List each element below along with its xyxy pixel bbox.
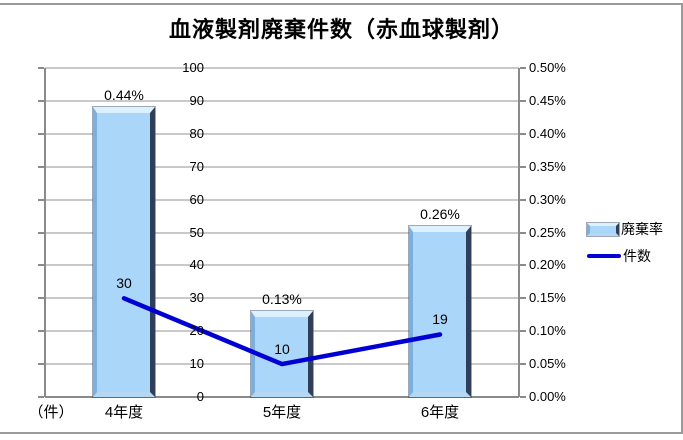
x-axis-label-6年度: 6年度 xyxy=(420,404,460,421)
left-axis-tick xyxy=(38,132,44,135)
left-axis-tick xyxy=(38,99,44,102)
count-point-label: 10 xyxy=(274,341,290,358)
right-axis-tick xyxy=(520,231,526,234)
count-point-label: 19 xyxy=(432,311,448,328)
x-axis-label-4年度: 4年度 xyxy=(104,404,144,421)
left-axis-line xyxy=(44,68,46,397)
legend-label: 廃棄率 xyxy=(621,221,663,237)
right-axis-tick-label: 0.40% xyxy=(529,125,566,141)
left-axis-tick-label: 10 xyxy=(189,356,204,372)
right-axis-tick xyxy=(520,297,526,300)
left-axis-tick xyxy=(38,165,44,168)
x-axis-line xyxy=(45,396,519,398)
plot-area: 0.44% 0.13% 0.26% 30 10 19 xyxy=(38,67,526,398)
right-axis-tick-label: 0.35% xyxy=(529,158,566,174)
left-axis-tick xyxy=(38,330,44,333)
right-axis-tick-label: 0.30% xyxy=(529,191,566,207)
left-axis-tick xyxy=(38,297,44,300)
left-axis-tick-label: 40 xyxy=(189,257,204,273)
left-axis-tick-label: 100 xyxy=(182,60,204,75)
right-axis-tick-label: 0.45% xyxy=(529,92,566,108)
left-axis-tick-label: 50 xyxy=(189,224,204,240)
bar-4年度 xyxy=(93,107,155,397)
gridline xyxy=(45,297,519,300)
x-axis-label-5年度: 5年度 xyxy=(262,404,302,421)
bar-value-label: 0.13% xyxy=(262,291,302,308)
right-axis-tick xyxy=(520,396,526,398)
left-axis-tick xyxy=(38,231,44,234)
legend-item-bar: 廃棄率 xyxy=(587,220,663,238)
right-axis-tick-label: 0.50% xyxy=(529,60,566,75)
left-axis-tick-label: 20 xyxy=(189,323,204,339)
left-axis-tick-label: 30 xyxy=(189,290,204,306)
count-line xyxy=(121,296,443,367)
gridline xyxy=(45,231,519,234)
count-line-svg xyxy=(121,296,443,367)
count-point-label: 30 xyxy=(116,275,132,292)
right-axis-tick-label: 0.20% xyxy=(529,257,566,273)
left-axis-tick xyxy=(38,264,44,267)
left-axis-tick-label: 90 xyxy=(189,92,204,108)
gridline xyxy=(45,132,519,135)
left-axis-unit-label: （件） xyxy=(28,404,74,421)
left-axis-tick-label: 60 xyxy=(189,191,204,207)
bar-swatch-icon xyxy=(587,222,619,236)
gridline xyxy=(45,198,519,201)
legend: 廃棄率 件数 xyxy=(587,220,663,274)
bar-6年度 xyxy=(409,225,471,397)
gridline xyxy=(45,264,519,267)
chart-title: 血液製剤廃棄件数（赤血球製剤） xyxy=(168,17,514,42)
right-axis-tick xyxy=(520,198,526,201)
right-axis-line xyxy=(518,68,520,397)
bar-value-label: 0.44% xyxy=(104,87,144,104)
gridline xyxy=(45,165,519,168)
right-axis-tick xyxy=(520,363,526,366)
left-axis-tick xyxy=(38,198,44,201)
right-axis-tick-label: 0.05% xyxy=(529,356,566,372)
gridline xyxy=(45,99,519,102)
left-axis-tick xyxy=(38,67,44,69)
line-swatch-icon xyxy=(587,254,621,258)
left-axis-tick xyxy=(38,396,44,398)
left-axis-tick-label: 70 xyxy=(189,158,204,174)
right-axis-tick-label: 0.15% xyxy=(529,290,566,306)
right-axis-tick xyxy=(520,264,526,267)
bar-value-label: 0.26% xyxy=(420,205,460,222)
left-axis-tick-label: 80 xyxy=(189,125,204,141)
right-axis-tick xyxy=(520,99,526,102)
right-axis-tick xyxy=(520,330,526,333)
legend-item-line: 件数 xyxy=(587,247,663,265)
right-axis-tick xyxy=(520,165,526,168)
right-axis-tick-label: 0.00% xyxy=(529,389,566,404)
right-axis-tick xyxy=(520,132,526,135)
right-axis-tick-label: 0.25% xyxy=(529,224,566,240)
left-axis-tick xyxy=(38,363,44,366)
right-axis-tick-label: 0.10% xyxy=(529,323,566,339)
gridline xyxy=(45,67,519,69)
right-axis-tick xyxy=(520,67,526,69)
legend-label: 件数 xyxy=(623,248,651,264)
left-axis-tick-label: 0 xyxy=(196,389,204,404)
